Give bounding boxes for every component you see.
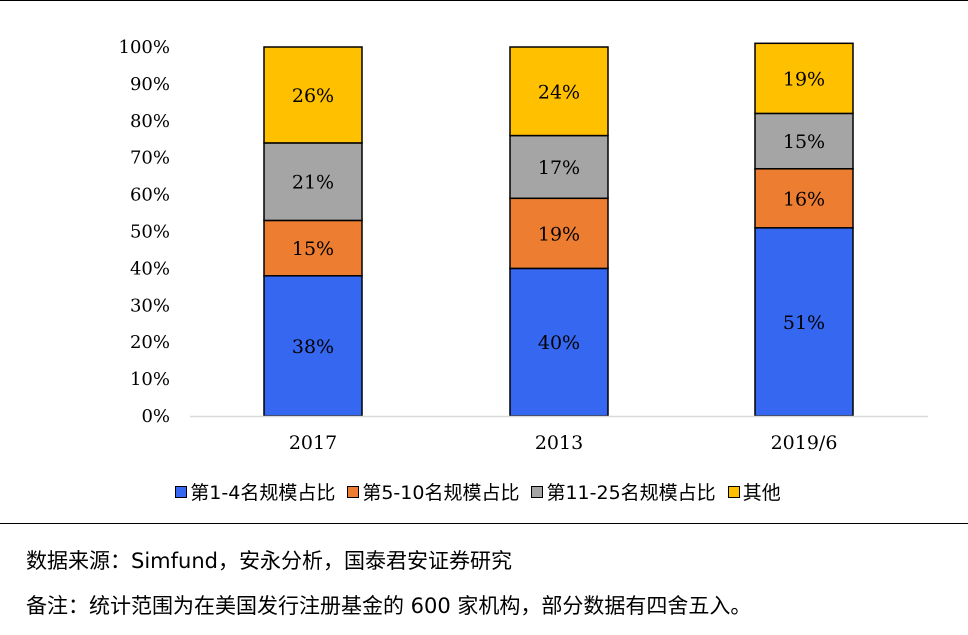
bar-segment — [754, 168, 854, 229]
bar-segment — [263, 142, 363, 222]
y-tick-label: 100% — [119, 37, 170, 58]
y-tick-label: 90% — [130, 74, 170, 95]
data-label: 19% — [538, 223, 580, 245]
x-tick-label: 2017 — [289, 432, 337, 454]
data-label: 38% — [292, 336, 334, 358]
note-text: 备注：统计范围为在美国发行注册基金的 600 家机构，部分数据有四舍五入。 — [26, 594, 752, 618]
legend: 第1-4名规模占比 第5-10名规模占比 第11-25名规模占比 其他 — [0, 478, 968, 505]
legend-item: 第1-4名规模占比 — [175, 478, 335, 505]
x-axis: 2017 2013 2019/6 — [190, 415, 928, 454]
y-tick-label: 0% — [141, 406, 170, 427]
legend-item: 第5-10名规模占比 — [347, 478, 519, 505]
legend-label: 第11-25名规模占比 — [546, 482, 716, 504]
legend-swatch — [175, 485, 188, 498]
source-text: 数据来源：Simfund，安永分析，国泰君安证券研究 — [26, 549, 512, 573]
y-tick-label: 60% — [130, 185, 170, 206]
x-tick-label: 2019/6 — [771, 432, 838, 454]
bar-segment — [754, 112, 854, 170]
y-tick-label: 40% — [130, 258, 170, 279]
legend-label: 其他 — [742, 482, 781, 504]
y-tick-label: 50% — [130, 222, 170, 243]
data-label: 15% — [783, 131, 825, 153]
y-tick-label: 10% — [130, 369, 170, 390]
data-label: 15% — [292, 238, 334, 260]
bar-segment — [509, 197, 609, 270]
data-label: 26% — [292, 85, 334, 107]
y-tick-label: 30% — [130, 295, 170, 316]
data-label: 40% — [538, 332, 580, 354]
top-rule — [0, 0, 968, 1]
bar-segment — [263, 219, 363, 277]
legend-label: 第1-4名规模占比 — [190, 482, 336, 504]
y-tick-label: 80% — [130, 111, 170, 132]
data-label: 21% — [292, 172, 334, 194]
bar-segment — [509, 46, 609, 137]
stacked-bar-chart: 0% 10% 20% 30% 40% 50% 60% 70% 80% 90% 100% 38% 15%… — [119, 37, 928, 454]
legend-swatch — [531, 485, 544, 498]
data-label: 16% — [783, 188, 825, 210]
legend-item: 第11-25名规模占比 — [531, 478, 716, 505]
bar-segment — [263, 46, 363, 144]
legend-label: 第5-10名规模占比 — [362, 482, 520, 504]
data-label: 17% — [538, 157, 580, 179]
legend-swatch — [347, 485, 360, 498]
data-label: 51% — [783, 312, 825, 334]
bar-segment — [754, 42, 854, 115]
data-label: 19% — [783, 68, 825, 90]
legend-swatch — [727, 485, 740, 498]
legend-item: 其他 — [727, 478, 781, 505]
divider-rule — [0, 523, 968, 524]
y-tick-label: 70% — [130, 148, 170, 169]
y-tick-label: 20% — [130, 332, 170, 353]
x-tick-label: 2013 — [535, 432, 583, 454]
data-label: 24% — [538, 81, 580, 103]
y-axis: 0% 10% 20% 30% 40% 50% 60% 70% 80% 90% 100% — [119, 37, 170, 427]
bars: 38% 15% 21% 26% 40% 19% 17% 24% 51% 16% 15% 19% — [263, 42, 854, 417]
